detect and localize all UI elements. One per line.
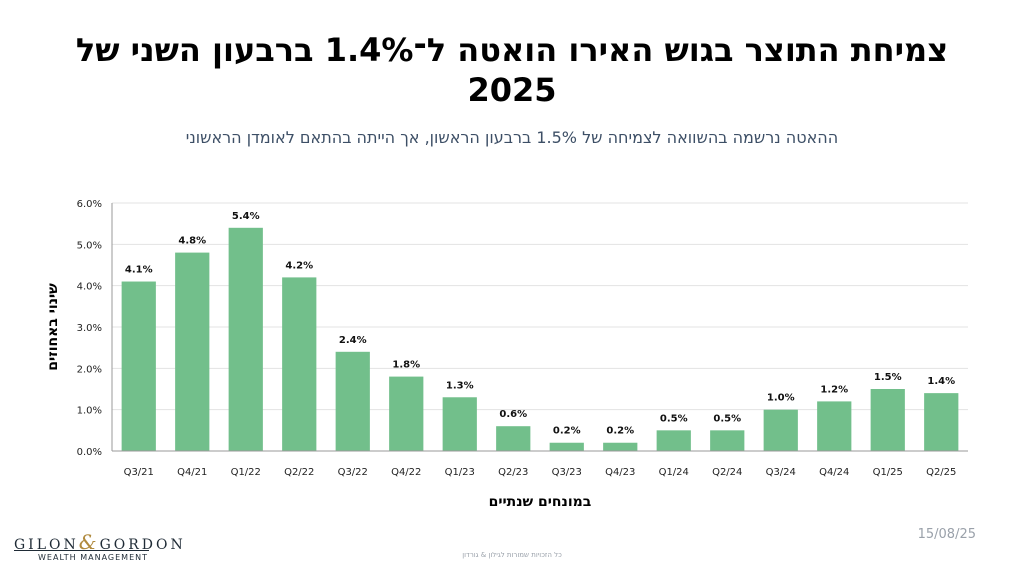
chart-title: צמיחת התוצר בגוש האירו הואטה ל־1.4% ברבע…: [75, 31, 949, 109]
data-label: 4.1%: [125, 265, 153, 276]
x-tick-label: Q4/24: [819, 467, 849, 478]
bar: [282, 277, 317, 451]
x-tick-label: Q4/23: [605, 467, 635, 478]
logo-left-text: GILON: [14, 537, 79, 553]
data-label: 0.5%: [713, 413, 741, 424]
bar: [549, 442, 584, 451]
bar: [924, 393, 959, 451]
data-label: 5.4%: [232, 211, 260, 222]
x-tick-label: Q2/25: [926, 467, 956, 478]
chart-subtitle: ההאטה נרשמה בהשוואה לצמיחה של 1.5% ברבעו…: [185, 128, 839, 147]
x-tick-label: Q2/24: [712, 467, 742, 478]
bar: [389, 376, 424, 451]
x-tick-label: Q1/23: [445, 467, 475, 478]
data-label: 0.6%: [499, 409, 527, 420]
y-tick-label: 4.0%: [77, 282, 102, 293]
data-label: 1.5%: [874, 372, 902, 383]
data-labels: 4.1% 4.8% 5.4% 4.2% 2.4% 1.8% 1.3% 0.6% 0.2% 0.2%…: [125, 211, 955, 437]
logo-divider: [14, 550, 149, 551]
x-tick-label: Q3/24: [766, 467, 796, 478]
report-date: 15/08/25: [917, 527, 976, 542]
logo-right-text: GORDON: [99, 537, 186, 553]
y-tick-label: 2.0%: [77, 364, 102, 375]
data-label: 1.3%: [446, 380, 474, 391]
data-label: 1.4%: [927, 376, 955, 387]
y-tick-label: 6.0%: [77, 199, 102, 210]
y-tick-label: 0.0%: [77, 447, 102, 458]
data-label: 1.0%: [767, 393, 795, 404]
y-tick-label: 1.0%: [77, 406, 102, 417]
bar: [335, 351, 370, 451]
x-tick-label: Q2/22: [284, 467, 314, 478]
x-tick-label: Q1/24: [659, 467, 689, 478]
y-axis-label: שינוי באחוזים: [45, 283, 61, 371]
data-label: 1.2%: [820, 384, 848, 395]
bar: [442, 397, 477, 451]
x-axis-label: במונחים שנתיים: [489, 494, 592, 510]
data-label: 0.2%: [553, 426, 581, 437]
bar: [121, 281, 156, 451]
x-tick-label: Q3/23: [552, 467, 582, 478]
bar: [763, 409, 798, 451]
footer-note: כל הזכויות שמורות לגילון & גורדון: [462, 551, 562, 559]
y-tick-labels: 0.0% 1.0% 2.0% 3.0% 4.0% 5.0% 6.0%: [77, 199, 102, 458]
x-tick-label: Q3/22: [338, 467, 368, 478]
logo-tagline: WEALTH MANAGEMENT: [38, 553, 149, 562]
bar: [175, 252, 210, 451]
x-tick-label: Q1/25: [873, 467, 903, 478]
bar: [710, 430, 745, 451]
bar: [603, 442, 638, 451]
x-tick-label: Q3/21: [124, 467, 154, 478]
x-tick-label: Q2/23: [498, 467, 528, 478]
data-label: 0.2%: [606, 426, 634, 437]
data-label: 2.4%: [339, 335, 367, 346]
x-tick-label: Q4/22: [391, 467, 421, 478]
logo-ampersand: &: [78, 530, 100, 554]
x-tick-labels: Q3/21 Q4/21 Q1/22 Q2/22 Q3/22 Q4/22 Q1/23 Q2/23…: [124, 467, 957, 478]
x-tick-label: Q4/21: [177, 467, 207, 478]
data-label: 0.5%: [660, 413, 688, 424]
bar: [870, 389, 905, 451]
x-tick-label: Q1/22: [231, 467, 261, 478]
bar: [656, 430, 691, 451]
data-label: 4.2%: [285, 260, 313, 271]
data-label: 1.8%: [392, 360, 420, 371]
data-label: 4.8%: [178, 236, 206, 247]
bar: [817, 401, 852, 451]
bar: [228, 227, 263, 451]
brand-logo: GILON&GORDON: [14, 530, 186, 554]
y-tick-label: 3.0%: [77, 323, 102, 334]
bars: [121, 227, 959, 451]
y-tick-label: 5.0%: [77, 240, 102, 251]
bar: [496, 426, 531, 451]
